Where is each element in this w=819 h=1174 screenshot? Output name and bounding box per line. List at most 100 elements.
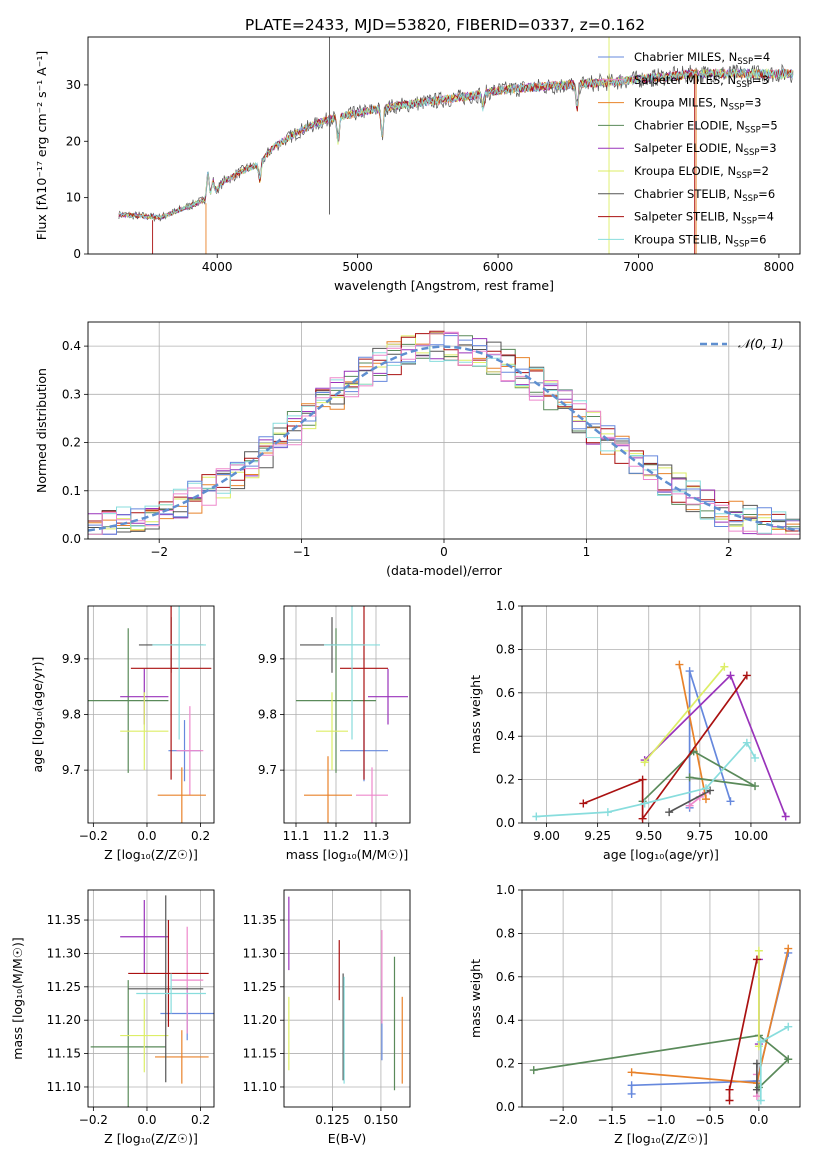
legend-nssp-prefix: , N <box>713 96 729 110</box>
weight-line <box>536 741 756 818</box>
plus-marker <box>627 1081 636 1090</box>
weight-series-salpeter-stelib <box>725 955 761 1105</box>
y-tick-label: 0.1 <box>62 484 81 498</box>
x-axis-label: Z [log₁₀(Z/Z☉)] <box>614 1131 708 1146</box>
plus-marker <box>532 812 541 821</box>
legend-entry: Salpeter MILES, NSSP=3 <box>634 73 769 90</box>
plus-marker <box>627 1068 636 1077</box>
plus-marker <box>742 738 751 747</box>
x-tick-label: 0.150 <box>364 1113 398 1127</box>
axes-frame <box>521 889 801 1108</box>
legend-nssp-value: 4 <box>763 50 770 64</box>
error-point-chabrier-elodie <box>88 628 169 773</box>
plus-marker <box>725 1085 734 1094</box>
error-point-kroupa-elodie <box>316 692 348 771</box>
x-tick-label: 4000 <box>202 260 233 274</box>
legend-nssp-value: 3 <box>769 141 776 155</box>
legend-model-name: Chabrier STELIB <box>634 187 726 201</box>
plus-marker <box>784 944 793 953</box>
plus-marker <box>706 786 715 795</box>
error-point-chabrier-elodie <box>296 628 376 773</box>
error-point-salpeter-stelib <box>130 606 212 780</box>
x-tick-label: −1 <box>293 545 311 559</box>
plus-marker <box>726 797 735 806</box>
plus-marker <box>603 808 612 817</box>
x-tick-label: −2 <box>150 545 168 559</box>
y-tick-label: 1.0 <box>496 883 515 897</box>
y-tick-label: 0.0 <box>496 816 515 830</box>
plot-area-spectrum <box>118 37 794 254</box>
plus-marker <box>638 775 647 784</box>
legend-nssp-eq: = <box>758 187 768 201</box>
spectrum-line-kroupa-stelib <box>118 68 794 220</box>
error-point-chabrier-elodie <box>90 980 166 1107</box>
x-tick-label: 11.1 <box>283 829 310 843</box>
legend-nssp-subscript: SSP <box>741 217 757 227</box>
axes-frame <box>283 889 411 1108</box>
plus-marker <box>725 1096 734 1105</box>
x-axis-label: Z [log₁₀(Z/Z☉)] <box>104 1131 198 1146</box>
legend-nssp-subscript: SSP <box>745 125 761 135</box>
legend-nssp-value: 3 <box>762 73 769 87</box>
error-point-salpeter-elodie <box>120 900 169 974</box>
plus-marker <box>638 814 647 823</box>
legend-model-name: Kroupa MILES <box>634 96 713 110</box>
y-tick-label: 0.4 <box>496 729 515 743</box>
legend-nssp-prefix: , N <box>720 164 736 178</box>
y-tick-label: 0.0 <box>496 1100 515 1114</box>
y-axis-label: mass weight <box>468 675 483 754</box>
x-tick-label: 0.0 <box>137 1113 156 1127</box>
weight-series-chabrier-stelib <box>752 1059 761 1094</box>
plus-marker <box>579 799 588 808</box>
plus-marker <box>752 1059 761 1068</box>
legend-nssp-prefix: , N <box>726 187 742 201</box>
x-tick-label: −2.0 <box>549 1113 578 1127</box>
weight-series-chabrier-miles <box>685 667 735 812</box>
x-tick-label: 0.2 <box>191 1113 210 1127</box>
panel-z-vs-mass: −0.2 0.0 0.2 11.10 11.15 11.20 11.25 11.30 11.35… <box>10 889 215 1146</box>
plus-marker <box>640 799 649 808</box>
error-point-kroupa-miles <box>304 756 352 823</box>
y-tick-label: 11.25 <box>47 980 81 994</box>
legend-model-name: Kroupa ELODIE <box>634 164 720 178</box>
y-tick-label: 11.15 <box>47 1047 81 1061</box>
axes-frame <box>521 605 801 824</box>
panel-z-vs-age: −0.2 0.0 0.2 9.7 9.8 9.9 Z [log₁₀(Z/Z☉)] age [l… <box>30 605 215 862</box>
plus-marker <box>784 1055 793 1064</box>
y-tick-label: 30 <box>66 78 81 92</box>
plot-area-residual-hist <box>88 322 800 539</box>
legend-model-name: Salpeter STELIB <box>634 210 725 224</box>
plus-marker <box>685 773 694 782</box>
plot-area-age-vs-weight <box>522 606 800 823</box>
legend-entry: Chabrier STELIB, NSSP=6 <box>634 187 775 204</box>
x-tick-label: 9.00 <box>533 829 560 843</box>
legend-entry: Salpeter STELIB, NSSP=4 <box>634 210 774 227</box>
x-tick-label: 0.0 <box>749 1113 768 1127</box>
y-tick-label: 9.7 <box>258 763 277 777</box>
panel-ebv-vs-mass: 0.125 0.150 11.10 11.15 11.20 11.25 11.30 11.35… <box>243 889 411 1146</box>
y-tick-label: 1.0 <box>496 599 515 613</box>
x-axis-label: mass [log₁₀(M/M☉)] <box>286 847 408 862</box>
y-tick-label: 9.8 <box>258 708 277 722</box>
y-tick-label: 20 <box>66 134 81 148</box>
weight-series-kroupa-stelib <box>756 1022 793 1105</box>
plus-marker <box>701 784 710 793</box>
legend-nssp-subscript: SSP <box>736 80 752 90</box>
spectrum-line-kroupa-elodie <box>118 67 794 220</box>
panel-z-vs-weight: −2.0 −1.5 −1.0 −0.5 0.0 0.0 0.2 0.4 0.6 0.8 1.0 Z [… <box>468 883 801 1146</box>
weight-series-kroupa-elodie <box>640 662 729 767</box>
y-tick-label: 0.6 <box>496 686 515 700</box>
weight-series-kroupa-stelib <box>532 738 760 821</box>
legend-nssp-subscript: SSP <box>742 194 758 204</box>
x-tick-label: 6000 <box>483 260 514 274</box>
weight-line <box>728 959 758 1101</box>
y-tick-label: 0 <box>73 247 81 261</box>
weight-series-kroupa-elodie <box>754 946 763 1051</box>
y-axis-label: mass weight <box>468 959 483 1038</box>
x-axis-label: Z [log₁₀(Z/Z☉)] <box>104 847 198 862</box>
axes-frame <box>87 605 215 824</box>
plus-marker <box>726 671 735 680</box>
y-tick-label: 11.30 <box>47 946 81 960</box>
y-tick-label: 9.7 <box>62 763 81 777</box>
x-axis-label: wavelength [Angstrom, rest frame] <box>334 278 554 293</box>
